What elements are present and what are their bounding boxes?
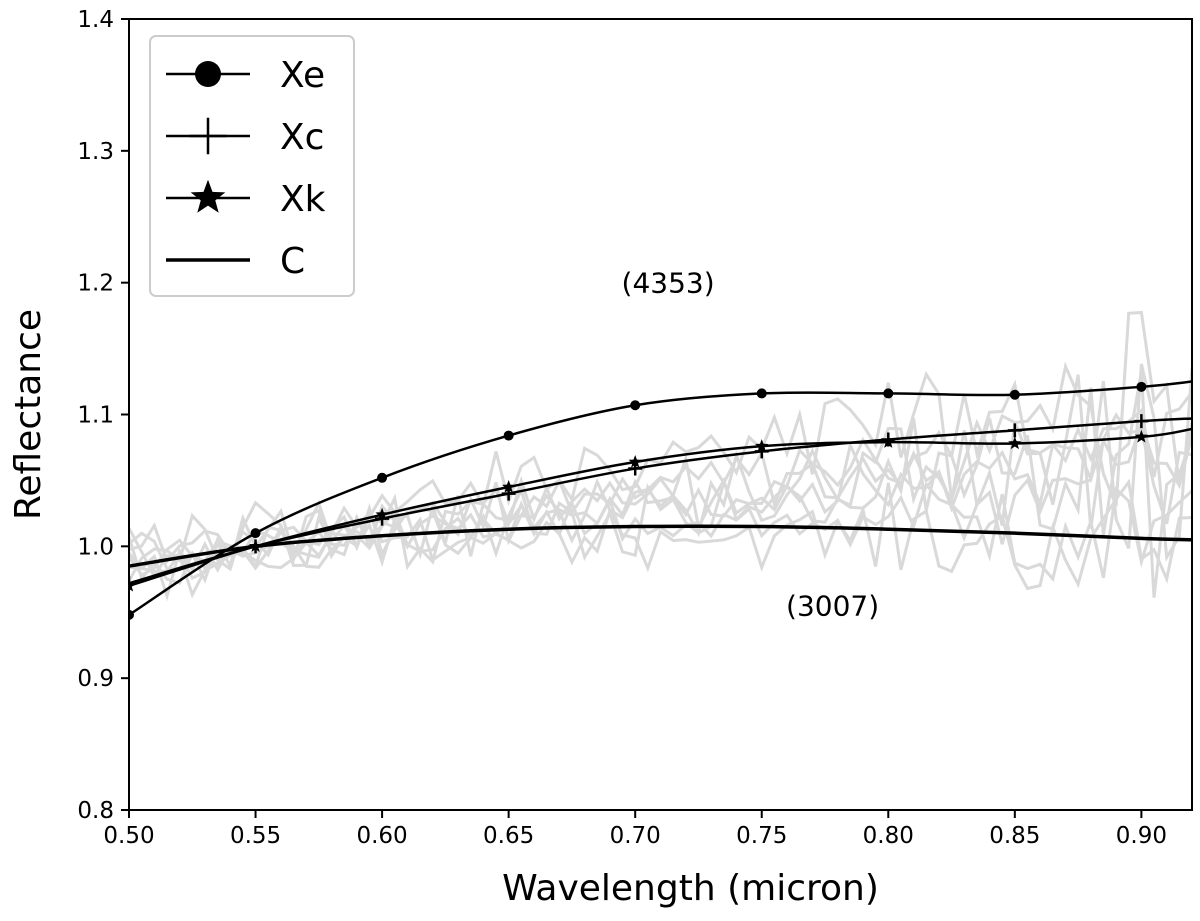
legend-box <box>149 35 355 297</box>
x-axis-label: Wavelength (micron) <box>502 868 879 909</box>
y-tick-label: 1.1 <box>77 403 114 429</box>
axes: 0.50 0.55 0.60 0.65 0.70 0.75 0.80 0.85 0.90 0.8 0… <box>8 7 1193 909</box>
series-line-Xk <box>129 427 1192 588</box>
legend-entry-Xe: Xe <box>166 55 325 96</box>
y-tick-label: 1.2 <box>77 271 114 297</box>
point-Xk-4 <box>628 454 642 468</box>
point-Xe-6 <box>883 388 894 399</box>
x-tick-label: 0.55 <box>230 823 281 849</box>
point-Xc-8 <box>1134 414 1149 429</box>
legend-label: Xk <box>280 179 326 220</box>
annotations: (4353) (3007) <box>622 267 880 623</box>
point-Xk-7 <box>1008 436 1022 450</box>
point-Xk-5 <box>755 439 769 452</box>
legend-entry-Xc: Xc <box>166 117 324 158</box>
series-line-C <box>129 524 1192 568</box>
series-line-Xe <box>129 380 1192 616</box>
legend-marker-Xk <box>190 179 226 213</box>
y-axis-label: Reflectance <box>8 309 49 520</box>
point-Xe-5 <box>756 388 767 399</box>
series-C <box>129 524 1192 568</box>
point-Xe-3 <box>503 430 514 441</box>
series-layer <box>129 380 1192 620</box>
legend-label: C <box>280 241 305 282</box>
y-tick-label: 1.3 <box>77 139 114 165</box>
point-Xk-8 <box>1134 429 1149 443</box>
legend-marker-Xe <box>195 61 221 87</box>
point-Xe-0 <box>129 609 134 620</box>
legend-marker-Xc <box>189 117 227 155</box>
x-tick-label: 0.75 <box>736 823 787 849</box>
x-tick-label: 0.85 <box>989 823 1040 849</box>
point-Xc-7 <box>1007 423 1022 438</box>
x-tick-label: 0.60 <box>356 823 407 849</box>
x-tick-label: 0.80 <box>863 823 914 849</box>
point-Xe-1 <box>250 528 261 539</box>
point-Xk-6 <box>881 435 895 448</box>
background-spectra <box>129 310 1192 602</box>
point-Xe-2 <box>377 472 388 483</box>
background-spectrum-3 <box>129 417 1192 571</box>
annotation-2: (3007) <box>786 590 879 623</box>
legend-entry-C: C <box>166 241 305 282</box>
point-Xk-0 <box>129 578 136 592</box>
point-Xe-8 <box>1136 381 1147 392</box>
point-Xk-3 <box>501 480 516 493</box>
background-spectrum-8 <box>129 363 1192 582</box>
point-Xe-7 <box>1009 389 1020 400</box>
legend-label: Xe <box>280 55 325 96</box>
y-tick-label: 0.8 <box>77 798 114 824</box>
x-tick-label: 0.70 <box>610 823 661 849</box>
legend-label: Xc <box>280 117 324 158</box>
y-tick-label: 0.9 <box>77 666 114 692</box>
series-line-Xc <box>129 417 1192 585</box>
point-Xk-2 <box>375 507 389 521</box>
x-tick-label: 0.65 <box>483 823 534 849</box>
series-Xe <box>129 380 1192 620</box>
y-tick-label: 1.0 <box>77 534 114 560</box>
annotation-1: (4353) <box>622 267 715 300</box>
x-tick-label: 0.90 <box>1116 823 1167 849</box>
point-Xe-4 <box>630 400 641 411</box>
legend-entry-Xk: Xk <box>166 179 326 220</box>
x-tick-label: 0.50 <box>103 823 154 849</box>
y-tick-label: 1.4 <box>77 7 114 33</box>
legend: Xe Xc Xk C <box>149 35 355 297</box>
background-spectrum-7 <box>129 374 1192 585</box>
